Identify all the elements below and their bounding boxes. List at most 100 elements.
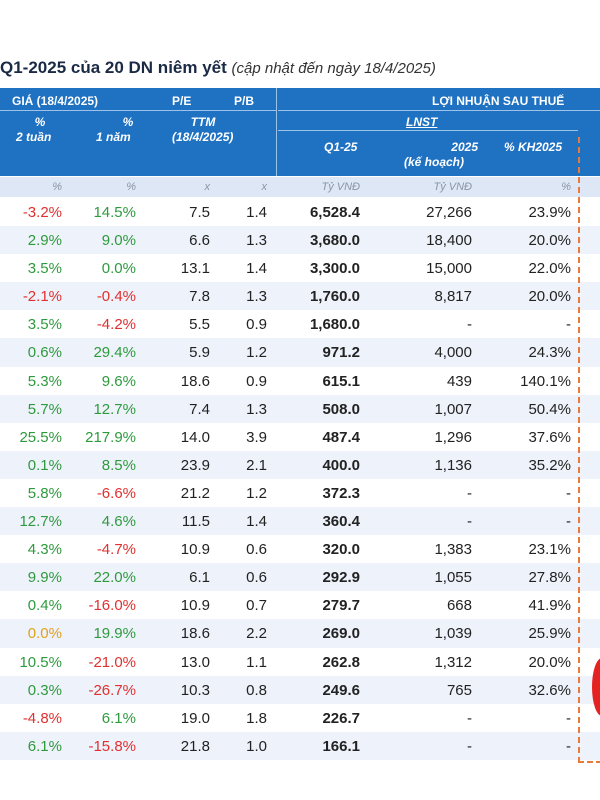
cell-2025-plan: - [467, 709, 472, 727]
cell-pct-kh2025: 20.0% [528, 653, 571, 671]
cell-q1-25: 6,528.4 [309, 204, 360, 221]
table-row: 0.3% -26.7% 10.3 0.8 249.6 765 32.6% [0, 675, 600, 704]
cell-pb: 1.3 [246, 400, 267, 418]
header-pb: P/B [234, 94, 255, 108]
unit-1-nam: % [126, 181, 136, 193]
cell-pe: 7.8 [189, 288, 210, 306]
cell-q1-25: 3,300.0 [309, 260, 360, 278]
cell-2-tuan: 0.0% [27, 625, 62, 643]
cell-1-nam: 217.9% [85, 428, 136, 446]
cell-1-nam: 9.6% [101, 372, 136, 390]
units-row: % % x x Tỷ VNĐ Tỷ VNĐ % [0, 177, 600, 197]
cell-pb: 1.4 [246, 260, 267, 278]
cell-2-tuan: 0.6% [27, 344, 62, 362]
cell-1-nam: 29.4% [93, 344, 136, 362]
cell-2-tuan: -4.8% [22, 709, 62, 727]
header-ttm: TTM [190, 115, 216, 129]
header-lnst-divider [278, 130, 578, 131]
header-divider-right [278, 110, 600, 111]
cell-1-nam: 8.5% [101, 456, 136, 474]
cell-2-tuan: 4.3% [27, 541, 62, 559]
unit-q1: Tỷ VNĐ [321, 181, 361, 193]
cell-q1-25: 615.1 [322, 372, 360, 390]
cell-pe: 5.5 [189, 316, 210, 334]
table-row: 4.3% -4.7% 10.9 0.6 320.0 1,383 23.1% [0, 535, 600, 564]
cell-pb: 2.2 [246, 625, 267, 643]
cell-pb: 2.1 [246, 456, 267, 474]
cell-pb: 1.2 [246, 344, 267, 362]
cell-pb: 0.9 [246, 316, 267, 334]
cell-2-tuan: 0.3% [27, 681, 62, 699]
cell-pct-kh2025: 41.9% [528, 597, 571, 615]
cell-pct-kh2025: 24.3% [528, 344, 571, 362]
cell-pct-kh2025: 140.1% [520, 372, 571, 390]
cell-pct-kh2025: 22.0% [528, 260, 571, 278]
cell-pe: 11.5 [181, 513, 210, 531]
cell-2-tuan: -3.2% [22, 204, 62, 221]
cell-2025-plan: 27,266 [426, 204, 472, 221]
unit-pb: x [261, 181, 268, 193]
cell-pct-kh2025: 25.9% [528, 625, 571, 643]
cell-q1-25: 3,680.0 [309, 232, 360, 250]
cell-1-nam: 9.0% [101, 232, 136, 250]
cell-1-nam: -15.8% [88, 737, 136, 755]
cell-pb: 0.8 [246, 681, 267, 699]
cell-pct-kh2025: - [566, 316, 571, 334]
header-loi-nhuan: LỢI NHUẬN SAU THUẾ [432, 94, 565, 108]
table-row: 6.1% -15.8% 21.8 1.0 166.1 - - [0, 731, 600, 760]
cell-2-tuan: 5.7% [27, 400, 62, 418]
cell-2025-plan: - [467, 316, 472, 334]
unit-kh: % [561, 181, 571, 193]
header-1-nam: 1 năm [96, 130, 131, 144]
table-title: Q1-2025 của 20 DN niêm yết (cập nhật đến… [0, 58, 436, 84]
header-2025: 2025 [451, 140, 478, 154]
cell-2025-plan: 8,817 [434, 288, 472, 306]
title-main: Q1-2025 của 20 DN niêm yết [0, 58, 227, 77]
cell-pb: 1.1 [246, 653, 267, 671]
table-row: 9.9% 22.0% 6.1 0.6 292.9 1,055 27.8% [0, 563, 600, 592]
table-body: -3.2% 14.5% 7.5 1.4 6,528.4 27,266 23.9% 2.9% 9.… [0, 198, 600, 760]
table-header: GIÁ (18/4/2025) P/E P/B LỢI NHUẬN SAU TH… [0, 88, 600, 176]
cell-pct-kh2025: 32.6% [528, 681, 571, 699]
title-subtitle: (cập nhật đến ngày 18/4/2025) [231, 60, 436, 77]
cell-pct-kh2025: 27.8% [528, 569, 571, 587]
cell-pb: 3.9 [246, 428, 267, 446]
cell-pb: 0.6 [246, 541, 267, 559]
cell-2025-plan: 1,312 [434, 653, 472, 671]
cell-1-nam: 19.9% [93, 625, 136, 643]
cell-pct-kh2025: 23.9% [528, 204, 571, 221]
cell-q1-25: 1,760.0 [309, 288, 360, 306]
cell-pb: 1.0 [246, 737, 267, 755]
cell-pct-kh2025: - [566, 513, 571, 531]
table-row: 10.5% -21.0% 13.0 1.1 262.8 1,312 20.0% [0, 647, 600, 676]
cell-pe: 18.6 [180, 625, 210, 643]
cell-1-nam: 12.7% [93, 400, 136, 418]
table-row: 0.4% -16.0% 10.9 0.7 279.7 668 41.9% [0, 591, 600, 620]
cell-2-tuan: 3.5% [27, 316, 62, 334]
cell-2-tuan: 9.9% [27, 569, 62, 587]
cell-2-tuan: 5.8% [27, 484, 62, 502]
cell-q1-25: 262.8 [322, 653, 360, 671]
cell-q1-25: 320.0 [322, 541, 360, 559]
header-lnst: LNST [406, 115, 438, 129]
cell-q1-25: 292.9 [322, 569, 360, 587]
cell-q1-25: 249.6 [322, 681, 360, 699]
cell-2025-plan: 1,136 [434, 456, 472, 474]
cell-2025-plan: 1,007 [434, 400, 472, 418]
cell-pb: 0.9 [246, 372, 267, 390]
cell-2025-plan: - [467, 513, 472, 531]
cell-2025-plan: 4,000 [434, 344, 472, 362]
cell-2025-plan: 765 [446, 681, 472, 699]
cell-pe: 21.8 [180, 737, 210, 755]
cell-q1-25: 166.1 [322, 737, 360, 755]
cell-2025-plan: 439 [446, 372, 472, 390]
cell-q1-25: 279.7 [322, 597, 360, 615]
cell-q1-25: 269.0 [322, 625, 360, 643]
cell-2-tuan: 2.9% [27, 232, 62, 250]
cell-q1-25: 360.4 [322, 513, 360, 531]
cell-q1-25: 508.0 [322, 400, 360, 418]
cell-2-tuan: 0.4% [27, 597, 62, 615]
cell-1-nam: -6.6% [96, 484, 136, 502]
cell-pb: 1.3 [246, 232, 267, 250]
cell-2-tuan: 10.5% [19, 653, 62, 671]
